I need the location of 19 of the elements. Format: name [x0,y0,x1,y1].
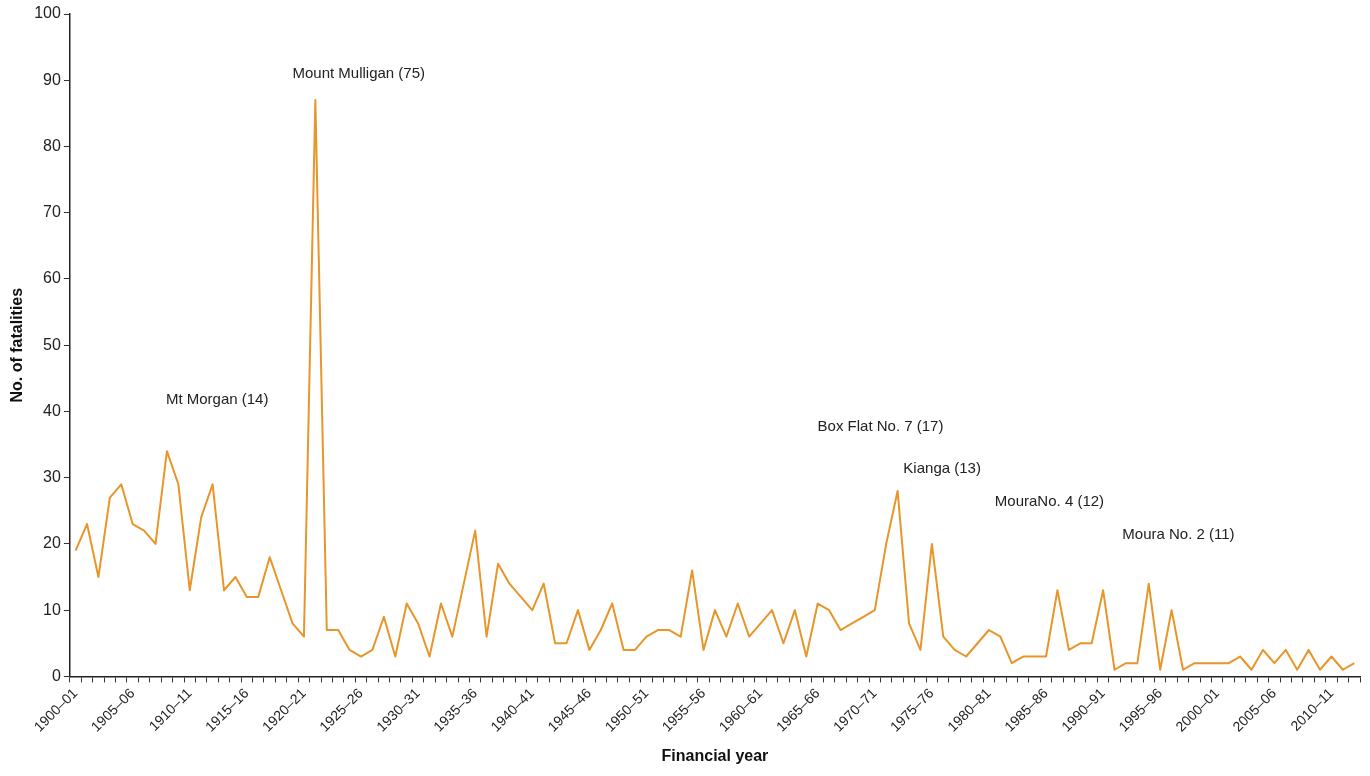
annotation: Box Flat No. 7 (17) [817,416,944,434]
y-tick-label: 30 [43,468,61,486]
annotation: Mt Morgan (14) [165,390,269,408]
annotation: MouraNo. 4 (12) [994,491,1105,509]
y-tick-label: 50 [43,335,61,353]
annotation: Mount Mulligan (75) [292,63,426,81]
y-tick-label: 70 [43,203,61,221]
y-tick-label: 20 [43,534,61,552]
y-axis-title: No. of fatalities [8,287,26,403]
annotation: Moura No. 2 (11) [1122,525,1235,543]
x-axis-title: Financial year [661,746,769,764]
y-tick-label: 0 [51,666,61,684]
y-tick-label: 100 [34,4,61,22]
y-tick-label: 60 [43,269,61,287]
y-tick-label: 10 [43,600,61,618]
y-tick-label: 40 [43,401,61,419]
y-tick-label: 80 [43,136,61,154]
annotation: Kianga (13) [903,458,981,476]
y-tick-label: 90 [43,70,61,88]
